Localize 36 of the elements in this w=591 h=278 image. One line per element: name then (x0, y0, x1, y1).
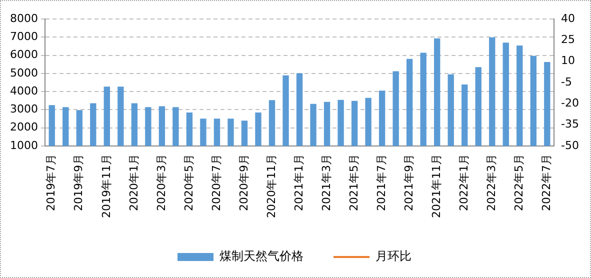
y2-tick-label: -35 (561, 118, 579, 131)
y2-tick-label: -50 (561, 138, 579, 152)
y2-tick-label: 40 (561, 12, 576, 25)
y-tick-label: 7000 (10, 30, 38, 44)
x-tick-label: 2020年11月 (264, 154, 278, 218)
y2-tick-label: -5 (561, 75, 572, 88)
y-tick-label: 1000 (10, 138, 38, 152)
x-tick-label: 2020年3月 (154, 154, 168, 212)
x-tick-label: 2022年7月 (540, 154, 554, 212)
x-tick-label: 2022年5月 (512, 154, 526, 212)
legend-label: 煤制天然气价格 (220, 249, 304, 264)
x-tick-label: 2021年9月 (402, 154, 416, 212)
x-tick-label: 2021年3月 (320, 154, 333, 212)
x-tick-label: 2022年1月 (457, 154, 470, 212)
x-tick-label: 2021年11月 (430, 154, 443, 218)
x-tick-label: 2020年1月 (127, 154, 140, 212)
x-tick-label: 2022年3月 (484, 154, 498, 212)
y2-tick-label: 25 (561, 33, 576, 46)
x-tick-label: 2020年5月 (182, 154, 196, 212)
x-tick-label: 2019年11月 (100, 154, 113, 218)
y2-tick-label: 10 (561, 54, 576, 68)
y-tick-label: 5000 (10, 66, 38, 80)
y-tick-label: 3000 (10, 102, 38, 116)
x-tick-label: 2020年9月 (237, 154, 250, 212)
legend-label: 月环比 (376, 249, 412, 264)
y2-tick-label: -20 (561, 96, 579, 110)
y-tick-label: 8000 (10, 12, 38, 25)
y-tick-label: 2000 (10, 120, 38, 134)
x-tick-label: 2019年7月 (44, 154, 58, 212)
y-tick-label: 4000 (10, 84, 38, 98)
x-tick-label: 2021年7月 (374, 154, 388, 212)
x-tick-label: 2021年5月 (347, 154, 360, 212)
x-tick-label: 2020年7月 (210, 154, 223, 212)
x-tick-label: 2021年1月 (292, 154, 306, 212)
y-tick-label: 6000 (10, 48, 38, 62)
x-tick-label: 2019年9月 (72, 154, 86, 212)
